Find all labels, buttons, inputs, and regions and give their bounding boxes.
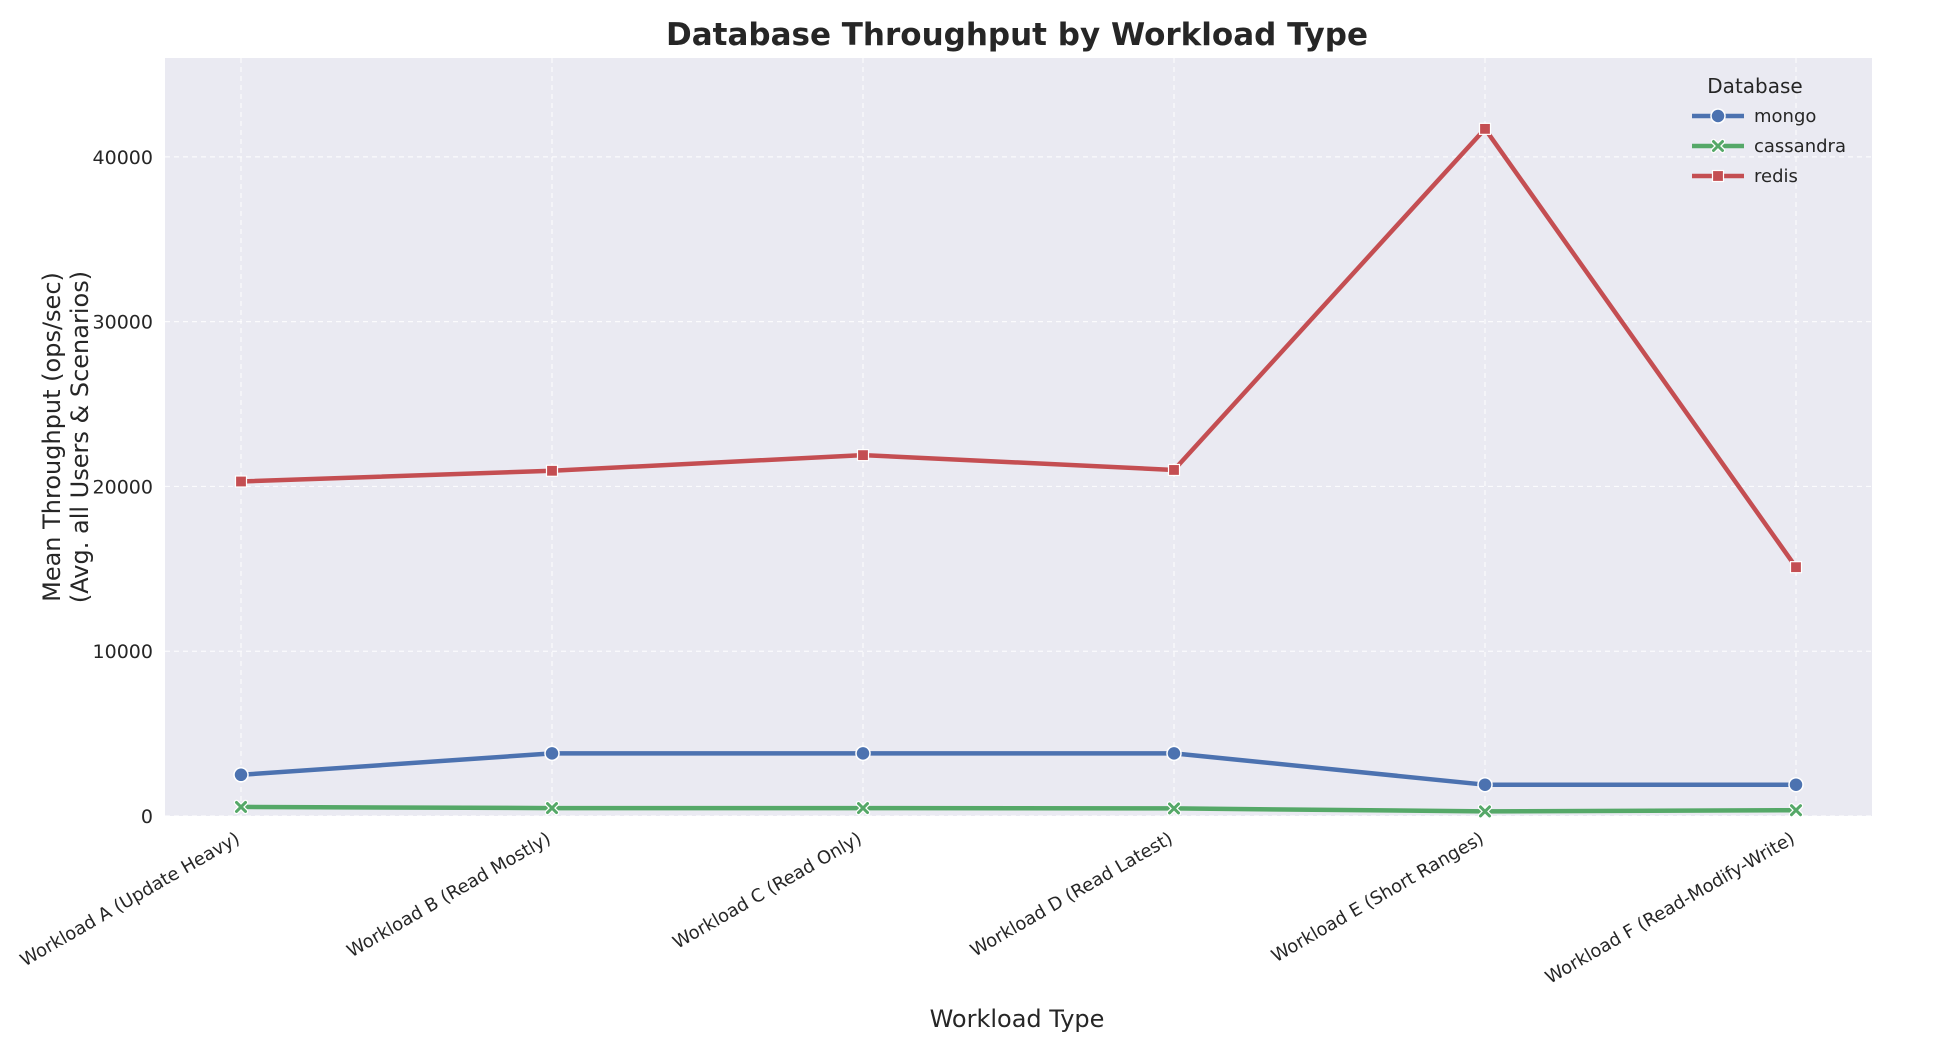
series-cassandra	[233, 799, 1804, 819]
y-axis-label-line-2: (Avg. all Users & Scenarios)	[66, 271, 94, 603]
legend-label: cassandra	[1754, 136, 1846, 157]
point-marker	[855, 745, 871, 762]
point-marker	[1788, 776, 1804, 793]
series-line-redis	[238, 126, 1799, 570]
y-tick-label: 30000	[93, 312, 153, 334]
point-marker	[1166, 801, 1182, 816]
y-tick-label: 20000	[93, 476, 153, 498]
legend-item-cassandra: cassandra	[1692, 136, 1846, 157]
point-marker	[1477, 776, 1493, 793]
y-tick-label: 40000	[93, 147, 153, 169]
point-marker	[855, 800, 871, 816]
x-axis-ticks: Workload A (Update Heavy) Workload B (Rea…	[17, 828, 1799, 988]
series-lines	[233, 122, 1804, 819]
x-tick-label: Workload A (Update Heavy)	[17, 828, 244, 971]
x-tick-label: Workload C (Read Only)	[669, 828, 865, 953]
point-marker	[1710, 138, 1726, 154]
series-line-cassandra	[238, 804, 1799, 814]
point-marker	[233, 799, 249, 815]
plot-area	[165, 58, 1872, 816]
point-marker	[1788, 802, 1804, 818]
y-axis-label-line-1: Mean Throughput (ops/sec)	[38, 272, 66, 602]
point-marker	[1166, 745, 1182, 762]
point-marker	[233, 767, 249, 783]
legend-label: mongo	[1754, 106, 1816, 127]
point-marker	[1710, 108, 1726, 124]
x-tick-label: Workload B (Read Mostly)	[344, 828, 555, 962]
point-marker	[1167, 463, 1181, 477]
x-axis-label: Workload Type	[930, 1005, 1105, 1033]
legend: Database mongo cassandra redis	[1692, 74, 1846, 187]
point-marker	[1478, 122, 1492, 135]
point-marker	[1477, 804, 1493, 819]
series-line-mongo	[238, 751, 1799, 787]
series-mongo	[233, 745, 1804, 793]
legend-item-redis: redis	[1692, 166, 1798, 187]
x-tick-label: Workload F (Read-Modify-Write)	[1542, 828, 1799, 988]
x-tick-label: Workload D (Read Latest)	[967, 828, 1177, 961]
point-marker	[544, 800, 560, 816]
point-marker	[545, 464, 559, 477]
point-marker	[1789, 561, 1803, 574]
y-axis-ticks: 0 10000 20000 30000 40000	[93, 147, 153, 828]
point-marker	[1711, 169, 1725, 183]
point-marker	[856, 449, 870, 462]
y-tick-label: 10000	[93, 641, 153, 663]
point-marker	[544, 745, 560, 762]
chart-title: Database Throughput by Workload Type	[666, 17, 1368, 53]
series-redis	[234, 122, 1803, 574]
legend-label: redis	[1754, 166, 1798, 187]
x-tick-label: Workload E (Short Ranges)	[1268, 828, 1488, 967]
y-tick-label: 0	[141, 806, 153, 828]
legend-item-mongo: mongo	[1692, 106, 1816, 127]
grid-lines	[165, 58, 1872, 817]
point-marker	[234, 475, 248, 488]
y-axis-label: Mean Throughput (ops/sec) (Avg. all User…	[38, 271, 94, 603]
legend-title: Database	[1707, 74, 1802, 98]
